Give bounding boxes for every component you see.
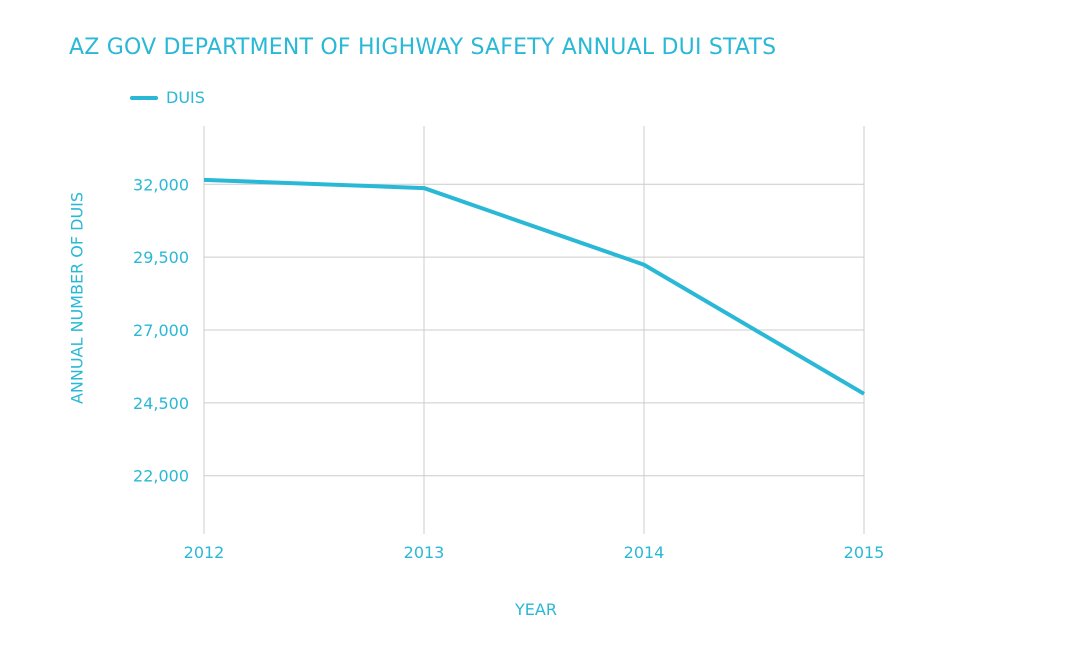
legend-swatch <box>130 95 158 100</box>
series-line-duis <box>203 177 866 396</box>
x-tick-label: 2012 <box>184 543 225 562</box>
chart-title: AZ GOV DEPARTMENT OF HIGHWAY SAFETY ANNU… <box>69 35 777 60</box>
y-tick-label: 29,500 <box>133 248 189 267</box>
x-tick-label: 2014 <box>624 543 665 562</box>
x-tick-label: 2015 <box>844 543 885 562</box>
x-axis-label: YEAR <box>515 600 557 619</box>
y-tick-label: 24,500 <box>133 394 189 413</box>
y-tick-label: 27,000 <box>133 321 189 340</box>
y-tick-label: 32,000 <box>133 175 189 194</box>
legend: DUIS <box>130 88 205 107</box>
legend-label: DUIS <box>166 88 205 107</box>
y-tick-label: 22,000 <box>133 467 189 486</box>
x-tick-label: 2013 <box>404 543 445 562</box>
